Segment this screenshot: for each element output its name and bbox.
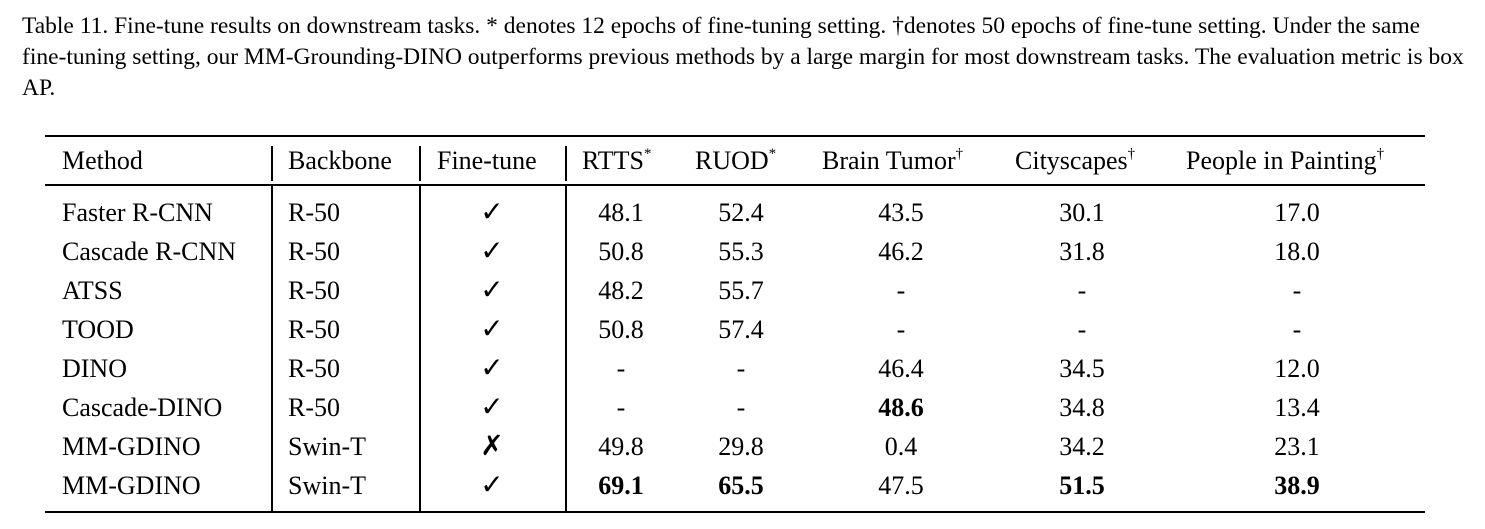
table-cell-city: - (1077, 315, 1087, 344)
table-cell-ruod: 52.4 (718, 198, 764, 227)
table-cell-city: 34.5 (1059, 354, 1105, 383)
column-divider-header (419, 146, 421, 181)
column-header: RUOD* (695, 146, 776, 176)
column-header: Brain Tumor† (822, 146, 963, 176)
table-cell-city: 30.1 (1059, 198, 1105, 227)
check-mark-icon: ✓ (480, 470, 504, 501)
column-divider (565, 185, 567, 511)
table-cell-backbone: R-50 (288, 237, 340, 266)
table-cell-brain: 47.5 (878, 471, 924, 500)
table-cell-ruod: - (736, 354, 746, 383)
table-cell-brain: 43.5 (878, 198, 924, 227)
table-cell-rtts: 50.8 (598, 315, 644, 344)
column-header-label: RTTS (582, 146, 645, 175)
table-cell-people: 38.9 (1274, 471, 1320, 500)
check-mark-icon: ✓ (480, 314, 504, 345)
table-cell-backbone: Swin-T (288, 471, 366, 500)
check-mark-icon: ✓ (480, 236, 504, 267)
table-cell-ruod: 55.3 (718, 237, 764, 266)
table-cell-method: MM-GDINO (62, 471, 201, 500)
column-header-mark: * (644, 146, 652, 162)
table-cell-people: 18.0 (1274, 237, 1320, 266)
table-cell-rtts: - (616, 393, 626, 422)
table-top-rule (45, 135, 1425, 137)
table-cell-backbone: R-50 (288, 276, 340, 305)
table-cell-brain: 0.4 (884, 432, 918, 461)
table-cell-rtts: 50.8 (598, 237, 644, 266)
check-mark-icon: ✓ (480, 275, 504, 306)
table-cell-people: 13.4 (1274, 393, 1320, 422)
column-header-label: RUOD (695, 146, 769, 175)
table-cell-method: MM-GDINO (62, 432, 201, 461)
table-cell-backbone: R-50 (288, 198, 340, 227)
table-cell-city: 34.8 (1059, 393, 1105, 422)
column-header: Cityscapes† (1015, 146, 1135, 176)
column-divider (419, 185, 421, 511)
table-cell-ruod: 65.5 (718, 471, 764, 500)
column-header-label: Backbone (288, 146, 392, 175)
table-cell-people: 17.0 (1274, 198, 1320, 227)
table-cell-rtts: 48.1 (598, 198, 644, 227)
table-cell-ruod: 55.7 (718, 276, 764, 305)
table-cell-method: Cascade R-CNN (62, 237, 237, 266)
table-cell-people: 23.1 (1274, 432, 1320, 461)
column-header: RTTS* (582, 146, 652, 176)
table-cell-method: DINO (62, 354, 127, 383)
table-cell-brain: 46.4 (878, 354, 924, 383)
table-bottom-rule (45, 511, 1425, 513)
table-cell-brain: 46.2 (878, 237, 924, 266)
column-header-mark: † (1376, 146, 1385, 162)
table-cell-brain: - (896, 315, 906, 344)
table-cell-method: ATSS (62, 276, 123, 305)
table-caption: Table 11. Fine-tune results on downstrea… (22, 13, 1464, 101)
cross-mark-icon: ✗ (480, 431, 504, 462)
table-cell-backbone: R-50 (288, 393, 340, 422)
table-cell-rtts: - (616, 354, 626, 383)
table-cell-brain: 48.6 (878, 393, 924, 422)
table-cell-people: - (1292, 276, 1302, 305)
check-mark-icon: ✓ (480, 392, 504, 423)
check-mark-icon: ✓ (480, 197, 504, 228)
table-cell-people: 12.0 (1274, 354, 1320, 383)
column-header-label: Method (62, 146, 143, 175)
results-table: Method Backbone Fine-tune RTTS* RUOD* Brain T… (45, 135, 1425, 514)
column-divider-header (565, 146, 567, 181)
table-cell-ruod: - (736, 393, 746, 422)
table-cell-people: - (1292, 315, 1302, 344)
table-cell-city: 34.2 (1059, 432, 1105, 461)
check-mark-icon: ✓ (480, 353, 504, 384)
table-cell-city: 31.8 (1059, 237, 1105, 266)
table-cell-ruod: 29.8 (718, 432, 764, 461)
table-cell-city: - (1077, 276, 1087, 305)
table-cell-brain: - (896, 276, 906, 305)
column-divider-header (271, 146, 273, 181)
column-header-mark: * (768, 146, 777, 162)
table-cell-ruod: 57.4 (718, 315, 764, 344)
column-header-label: Fine-tune (437, 146, 537, 175)
table-cell-rtts: 69.1 (598, 471, 644, 500)
table-cell-city: 51.5 (1059, 471, 1105, 500)
table-header-rule (45, 184, 1425, 186)
table-cell-rtts: 48.2 (598, 276, 644, 305)
column-divider (271, 185, 273, 511)
table-cell-method: TOOD (62, 315, 134, 344)
table-cell-backbone: Swin-T (288, 432, 366, 461)
column-header-mark: † (955, 146, 964, 162)
column-header: Backbone (288, 146, 392, 176)
table-cell-method: Cascade-DINO (62, 393, 223, 422)
column-header: Fine-tune (437, 146, 537, 176)
table-cell-method: Faster R-CNN (62, 198, 213, 227)
table-cell-rtts: 49.8 (598, 432, 644, 461)
table-cell-backbone: R-50 (288, 354, 340, 383)
column-header-label: Cityscapes (1015, 146, 1128, 175)
column-header-label: Brain Tumor (822, 146, 956, 175)
table-cell-backbone: R-50 (288, 315, 340, 344)
column-header-mark: † (1127, 146, 1136, 162)
column-header: People in Painting† (1186, 146, 1384, 176)
column-header-label: People in Painting (1186, 146, 1377, 175)
column-header: Method (62, 146, 143, 176)
